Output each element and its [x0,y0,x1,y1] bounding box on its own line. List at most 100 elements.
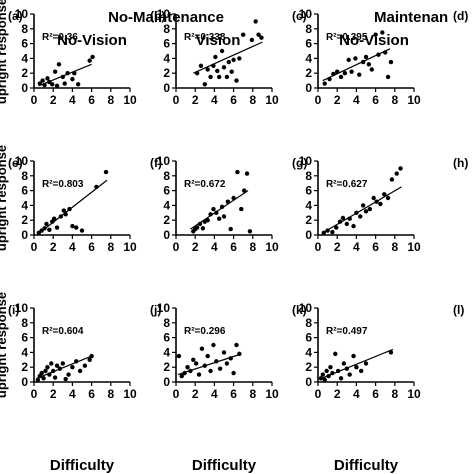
x-tick-label: 10 [123,93,137,107]
x-tick-label: 6 [230,93,237,107]
x-tick-label: 0 [173,387,180,401]
data-point [360,203,366,208]
data-point [388,59,394,65]
y-tick-label: 0 [21,375,28,389]
data-point [259,35,264,40]
x-tick-label: 6 [372,93,379,107]
data-point [231,370,236,376]
r2-label: R²=0.296 [184,326,226,337]
data-point [191,357,196,362]
y-tick-label: 4 [21,198,28,212]
r2-label: R²=0.36 [42,32,78,43]
x-tick-label: 10 [407,240,421,254]
data-point [196,372,202,377]
y-tick-label: 10 [157,154,171,168]
y-tick-label: 4 [21,51,28,65]
data-point [322,377,327,382]
data-point [47,227,52,233]
data-point [378,201,383,207]
data-point [52,69,58,74]
data-point [358,214,363,219]
regression-line [193,41,263,74]
data-point [70,223,75,229]
data-point [90,54,95,60]
y-tick-label: 0 [305,81,312,95]
data-point [231,57,236,63]
data-point [87,357,92,362]
panel-label: (i) [8,303,19,317]
data-point [354,365,359,370]
y-tick-label: 10 [299,7,313,21]
data-point [77,368,83,374]
data-point [62,81,67,86]
x-tick-label: 4 [69,93,76,107]
x-tick-label: 6 [372,387,379,401]
data-point [237,351,242,357]
y-axis-labels: upright response upright response upright … [0,0,9,398]
y-tick-label: 2 [305,213,312,227]
data-point [202,82,207,87]
data-point [327,76,332,82]
data-point [347,216,352,221]
data-point [194,71,200,76]
data-point [229,69,234,74]
data-point [215,68,220,74]
x-tick-label: 6 [88,93,95,107]
r2-label: R²=0.497 [326,326,368,337]
data-point [70,76,75,82]
data-point [188,368,193,374]
data-point [52,375,58,380]
data-point [351,353,356,359]
data-point [253,19,258,24]
data-point [318,376,324,381]
x-tick-label: 0 [315,387,322,401]
y-tick-label: 6 [305,184,312,198]
regression-line [36,354,94,379]
data-point [241,188,247,193]
data-point [228,356,233,361]
y-tick-label: 6 [305,331,312,345]
y-tick-label: 0 [21,81,28,95]
y-tick-label: 10 [15,301,29,315]
data-point [205,353,210,359]
data-point [58,214,64,219]
cut-panel-l: (l) [453,303,464,317]
data-point [335,368,341,374]
data-point [219,48,225,54]
y-tick-label: 8 [21,22,28,36]
data-point [334,225,339,230]
column-header-3: No-Vision [339,32,409,49]
data-point [385,195,391,201]
y-axis-label: upright response [0,145,9,251]
data-point [208,368,213,374]
panel-label: (d) [453,9,468,23]
y-tick-label: 10 [157,301,171,315]
x-tick-label: 2 [334,93,341,107]
y-tick-label: 4 [305,345,312,359]
y-tick-label: 8 [305,316,312,330]
y-tick-label: 10 [15,7,29,21]
data-point [214,210,219,215]
cut-panel-d: (d) [453,9,468,23]
data-point [54,363,60,368]
data-point [331,71,336,77]
x-axis-label: Difficulty [192,457,257,474]
data-point [369,67,374,72]
y-tick-label: 8 [21,316,28,330]
panel-label: (j) [150,303,161,317]
data-point [42,82,47,88]
panel-label: (e) [8,156,23,170]
x-tick-label: 2 [334,387,341,401]
data-point [344,221,349,227]
y-tick-label: 4 [163,345,170,359]
x-tick-label: 0 [31,387,38,401]
x-tick-label: 0 [315,93,322,107]
data-point [363,361,369,366]
x-tick-label: 8 [391,387,398,401]
data-point [383,50,388,55]
data-point [344,366,349,371]
